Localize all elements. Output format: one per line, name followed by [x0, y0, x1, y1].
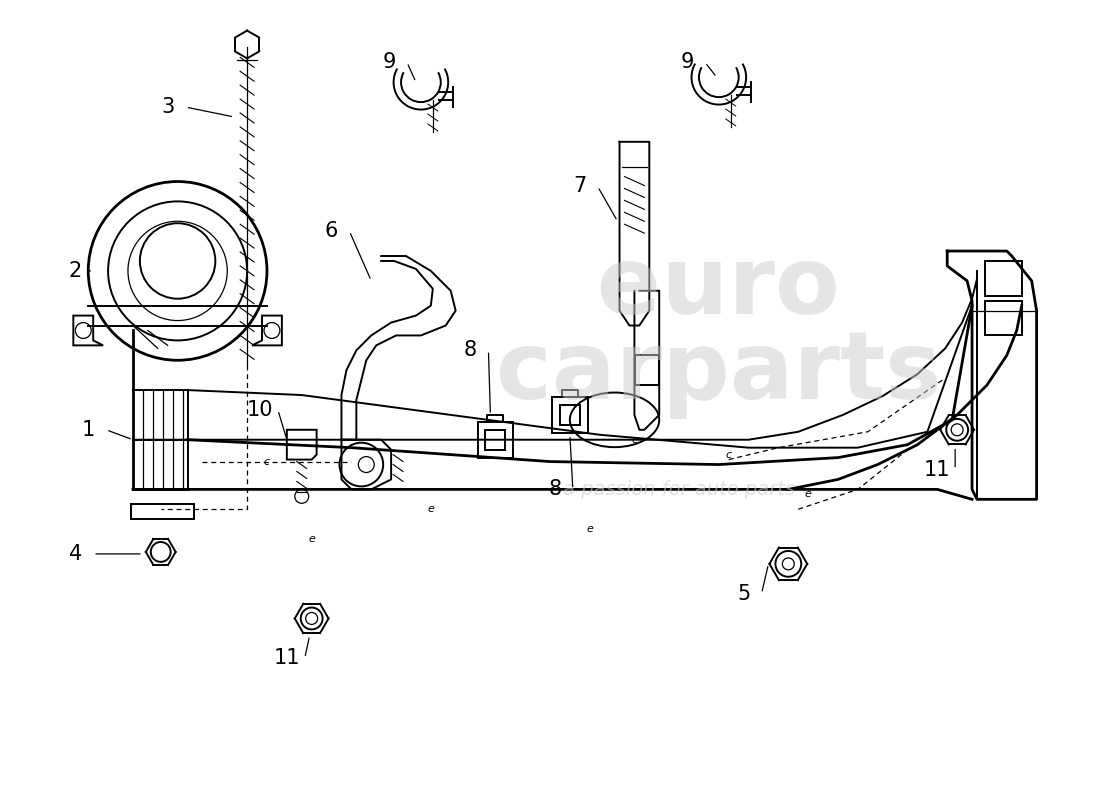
Text: e: e: [805, 490, 812, 499]
Text: 8: 8: [464, 340, 477, 360]
Text: c: c: [264, 457, 270, 466]
Text: 2: 2: [68, 261, 81, 281]
Text: a passion for auto parts: a passion for auto parts: [563, 480, 795, 499]
Text: c: c: [726, 450, 732, 460]
Text: 1: 1: [81, 420, 95, 440]
Text: 10: 10: [246, 400, 273, 420]
Text: e: e: [428, 504, 435, 514]
Text: 9: 9: [681, 52, 694, 72]
Text: 11: 11: [274, 648, 300, 668]
Text: 7: 7: [573, 177, 586, 197]
Text: 11: 11: [924, 459, 950, 479]
Text: 6: 6: [324, 221, 338, 241]
Text: 5: 5: [737, 584, 750, 604]
Text: 3: 3: [161, 97, 174, 117]
Text: e: e: [586, 524, 593, 534]
Circle shape: [140, 223, 216, 298]
Text: 9: 9: [383, 52, 396, 72]
Text: euro
carparts: euro carparts: [496, 242, 942, 419]
Text: 4: 4: [68, 544, 81, 564]
Text: c: c: [631, 434, 638, 445]
Text: e: e: [308, 534, 315, 544]
Text: 8: 8: [549, 479, 561, 499]
